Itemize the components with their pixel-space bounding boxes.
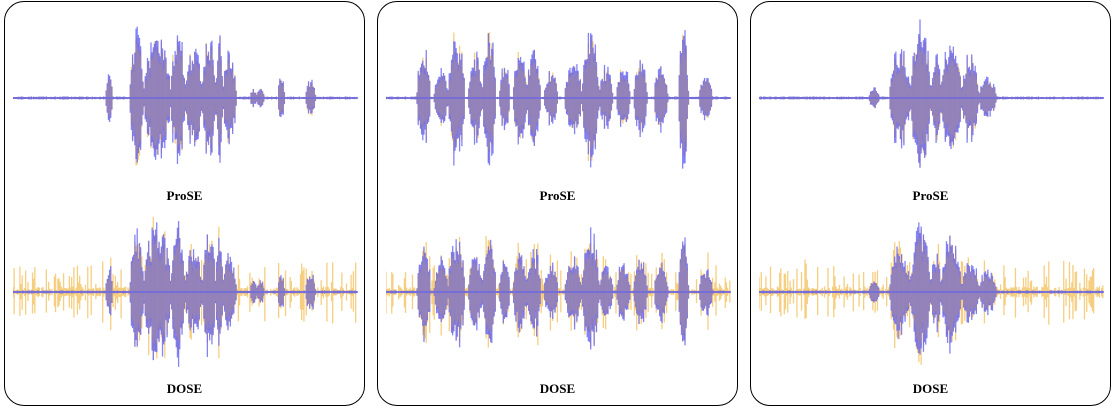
waveform-prose-2	[386, 30, 731, 169]
caption-prose-3: ProSE	[912, 188, 949, 203]
comparison-panel-1: ProSE DOSE	[4, 1, 365, 406]
waveform-dose-3	[759, 222, 1104, 365]
comparison-panel-3: ProSE DOSE	[750, 1, 1111, 406]
caption-dose-1: DOSE	[166, 381, 203, 396]
comparison-panel-2: ProSE DOSE	[377, 1, 738, 406]
waveform-prose-3	[759, 19, 1104, 168]
caption-dose-2: DOSE	[539, 381, 576, 396]
caption-prose-2: ProSE	[539, 188, 576, 203]
waveform-dose-2	[386, 227, 731, 350]
waveform-prose-1	[13, 26, 358, 166]
caption-prose-1: ProSE	[166, 188, 203, 203]
waveform-dose-1	[13, 216, 358, 367]
